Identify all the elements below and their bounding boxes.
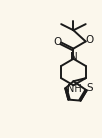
- Text: N: N: [70, 52, 77, 62]
- Text: O: O: [53, 38, 61, 47]
- Text: O: O: [86, 35, 94, 45]
- Text: NH: NH: [67, 84, 82, 94]
- Text: S: S: [86, 83, 93, 93]
